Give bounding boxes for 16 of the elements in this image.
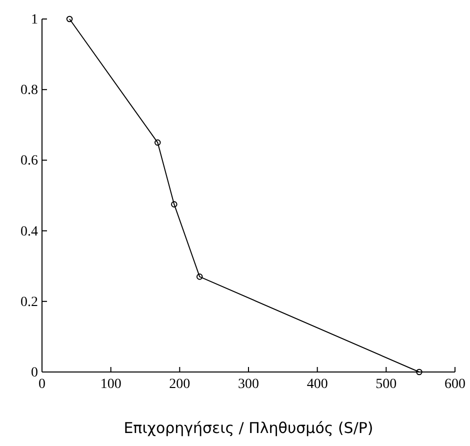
x-tick-label: 500: [376, 376, 397, 392]
y-tick-label: 1: [31, 12, 38, 28]
point: [171, 201, 178, 208]
point: [154, 139, 161, 146]
x-tick-label: 100: [100, 376, 122, 392]
y-tick-label: 0: [31, 365, 38, 380]
point: [196, 274, 203, 280]
y-tick-label: 0.4: [20, 224, 38, 240]
y-tick-label: 0.8: [20, 83, 38, 98]
x-axis-title: Επιχορηγήσεις / Πληθυσμός (S/P): [124, 419, 374, 437]
x-tick-label: 600: [444, 376, 466, 392]
x-tick-label: 200: [169, 376, 190, 392]
x-tick-label: 400: [306, 376, 328, 392]
y-tick-label: 0.2: [20, 294, 38, 310]
x-tick-label: 300: [238, 376, 259, 392]
y-tick-label: 0.6: [20, 154, 38, 169]
